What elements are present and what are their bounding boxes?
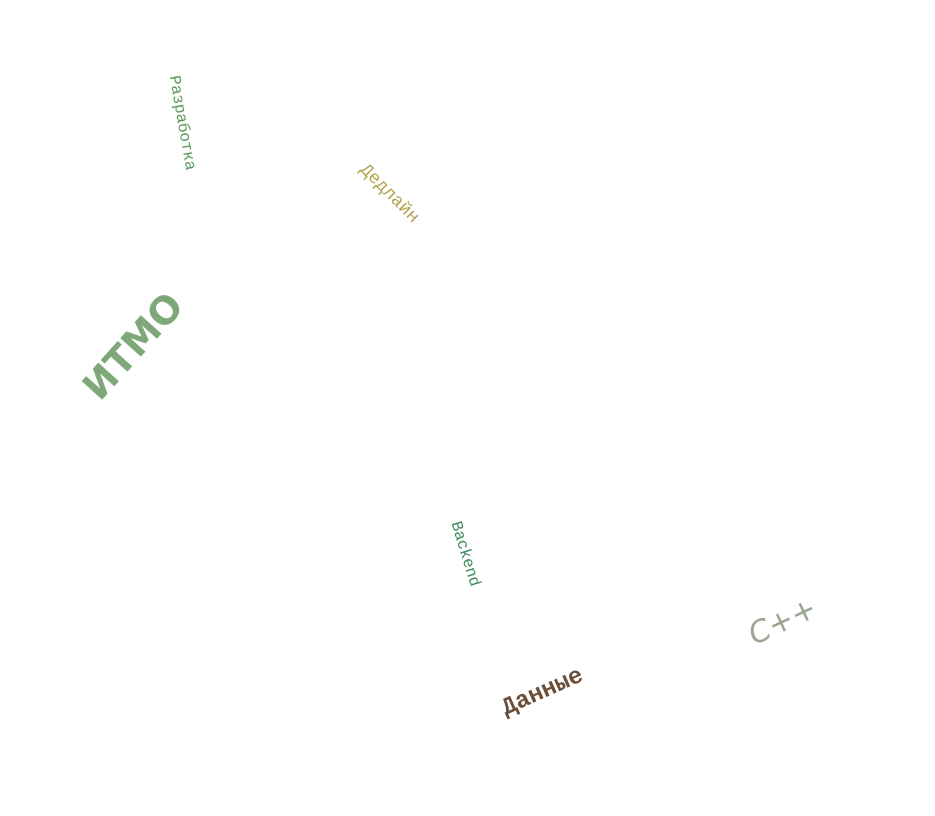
word-cpp: C++	[743, 590, 823, 653]
word-razrabotka: Разработка	[164, 74, 200, 172]
word-dedlain: Дедлайн	[355, 160, 423, 228]
word-dannye: Данные	[497, 662, 588, 723]
word-itmo: ИТМО	[73, 283, 193, 409]
word-backend: Backend	[446, 519, 484, 589]
